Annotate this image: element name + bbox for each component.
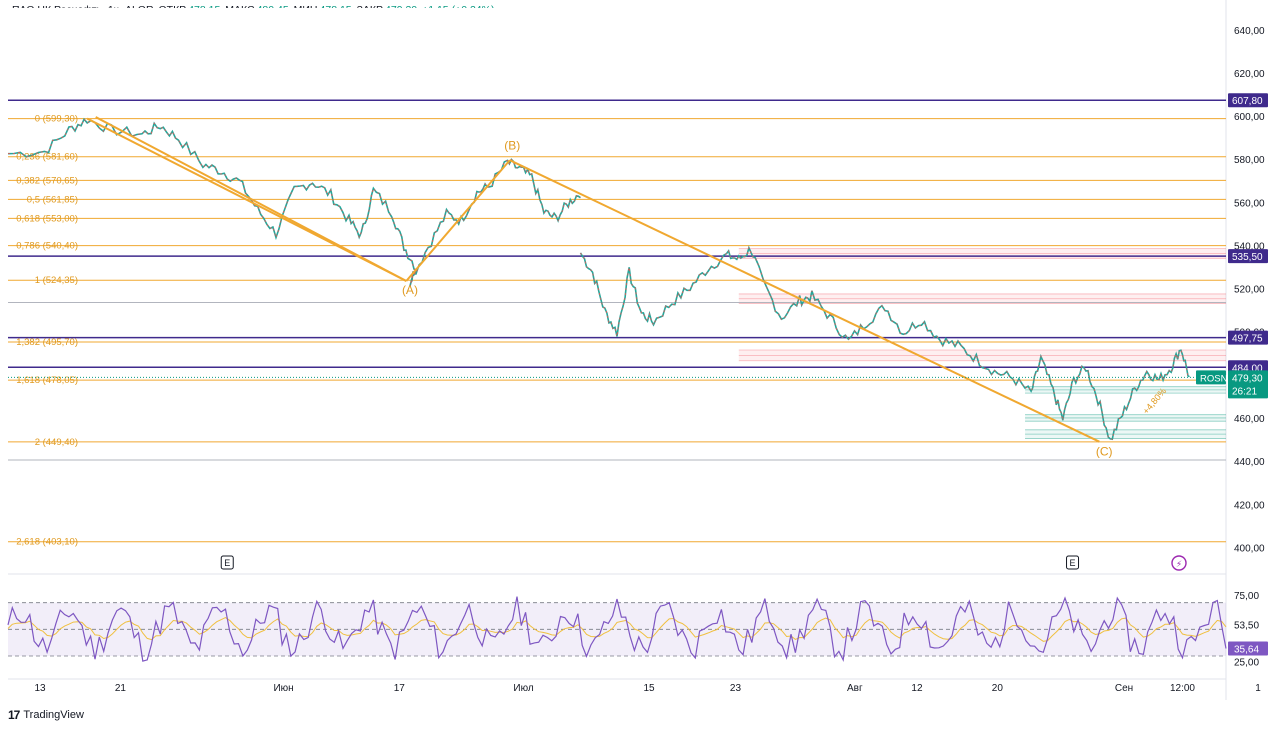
x-tick-label: 15 — [643, 683, 655, 694]
price-series-segment-2 — [579, 245, 1190, 441]
y-tick-label: 520,00 — [1234, 285, 1265, 296]
x-tick-label: 1 — [1255, 683, 1261, 694]
fib-level-label: 0 (599,30) — [35, 114, 78, 125]
level-price-label: 607,80 — [1232, 96, 1263, 107]
x-tick-label: 12:00 — [1170, 683, 1195, 694]
event-marker-label: E — [224, 558, 230, 568]
level-price-label: 497,75 — [1232, 334, 1263, 345]
rsi-value-tag — [1228, 641, 1268, 656]
rsi-value-label: 35,64 — [1234, 644, 1259, 655]
fib-level-label: 1,382 (495,70) — [16, 337, 78, 348]
fib-level-label: 0,5 (561,85) — [27, 194, 78, 205]
y-tick-label: 580,00 — [1234, 155, 1265, 166]
x-tick-label: 21 — [115, 683, 127, 694]
wave-label: (B) — [504, 138, 520, 152]
level-price-tag — [1228, 330, 1268, 345]
price-series-segment-1-wicks — [7, 118, 581, 287]
y-tick-label: 540,00 — [1234, 241, 1265, 252]
rsi-ma-label: 53,50 — [1234, 621, 1259, 632]
fib-level-label: 1 (524,35) — [35, 275, 78, 286]
elliott-wave-line — [95, 116, 407, 282]
elliott-wave-line — [509, 159, 1100, 443]
support-zone — [1025, 429, 1226, 439]
support-zone — [1025, 414, 1226, 422]
x-tick-label: 17 — [394, 683, 406, 694]
x-tick-label: 13 — [34, 683, 46, 694]
y-tick-label: 640,00 — [1234, 26, 1265, 37]
resistance-zone — [738, 293, 1226, 304]
current-price-tag — [1228, 370, 1268, 399]
tradingview-logo-icon: 17 — [8, 708, 20, 722]
x-tick-label: Июл — [513, 683, 533, 694]
support-zone — [1025, 386, 1226, 394]
lightning-icon: ⚡ — [1176, 559, 1182, 569]
current-price-label: 479,30 — [1232, 373, 1263, 384]
wave-label: (C) — [1096, 445, 1113, 459]
y-tick-label: 620,00 — [1234, 69, 1265, 80]
fib-level-label: 2,618 (403,10) — [16, 537, 78, 548]
rsi-line — [7, 596, 1227, 663]
alert-icon — [1171, 555, 1187, 571]
level-price-label: 535,50 — [1232, 252, 1263, 263]
rsi-tick-label: 75,00 — [1234, 591, 1259, 602]
resistance-zone — [738, 350, 1226, 361]
y-tick-label: 400,00 — [1234, 543, 1265, 554]
y-tick-label: 440,00 — [1234, 457, 1265, 468]
event-marker — [220, 555, 234, 570]
x-tick-label: Сен — [1115, 683, 1133, 694]
fib-level-label: 1,618 (478,05) — [16, 375, 78, 386]
event-marker — [1066, 555, 1080, 570]
rsi-ma-tag — [1228, 617, 1268, 632]
x-tick-label: 12 — [911, 683, 923, 694]
x-tick-label: Авг — [847, 683, 863, 694]
rsi-ma-line — [7, 617, 1227, 642]
tradingview-name: TradingView — [23, 709, 84, 721]
tradingview-brand[interactable]: 17 TradingView — [8, 708, 84, 722]
fib-level-label: 0,236 (581,60) — [16, 152, 78, 163]
event-marker-label: E — [1070, 558, 1076, 568]
ticker-label: ROSN — [1200, 373, 1228, 384]
price-pane — [8, 8, 1226, 574]
wave-label: (A) — [402, 283, 418, 297]
fib-level-label: 2 (449,40) — [35, 437, 78, 448]
y-tick-label: 560,00 — [1234, 198, 1265, 209]
level-price-tag — [1228, 249, 1268, 264]
elliott-wave-line — [405, 159, 511, 282]
rsi-tick-label: 25,00 — [1234, 658, 1259, 669]
fib-level-label: 0,786 (540,40) — [16, 241, 78, 252]
y-tick-label: 460,00 — [1234, 414, 1265, 425]
level-price-tag — [1228, 93, 1268, 108]
fib-level-label: 0,382 (570,65) — [16, 175, 78, 186]
fib-level-label: 0,618 (553,00) — [16, 213, 78, 224]
resistance-zone — [738, 248, 1226, 259]
x-tick-label: 20 — [992, 683, 1004, 694]
x-tick-label: Июн — [273, 683, 293, 694]
ticker-tag — [1196, 370, 1226, 385]
x-tick-label: 23 — [730, 683, 742, 694]
bar-timer-label: 26:21 — [1232, 386, 1257, 397]
y-tick-label: 420,00 — [1234, 500, 1265, 511]
y-tick-label: 600,00 — [1234, 112, 1265, 123]
level-price-label: 484,00 — [1232, 363, 1263, 374]
